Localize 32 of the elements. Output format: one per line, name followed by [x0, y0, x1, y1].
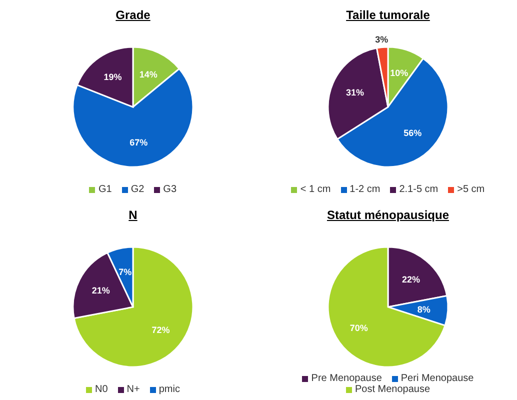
legend-label: pmic — [158, 384, 180, 395]
data-label: 56% — [404, 128, 422, 138]
legend-label: N0 — [94, 384, 108, 395]
legend-label: Post Menopause — [354, 384, 430, 395]
data-label: 14% — [139, 69, 158, 80]
legend-label: G1 — [97, 184, 112, 195]
data-label: 10% — [390, 68, 408, 78]
data-label: 7% — [118, 266, 132, 277]
data-label: 67% — [130, 138, 148, 148]
data-label: 21% — [92, 286, 110, 296]
chart-title: Taille tumorale — [345, 8, 431, 24]
pie-slice — [73, 246, 194, 368]
legend-label: 1-2 cm — [348, 184, 380, 195]
data-label: 70% — [350, 323, 368, 334]
chart-title: Grade — [114, 8, 152, 24]
data-label: 31% — [346, 88, 364, 98]
legend-label: < 1 cm — [299, 184, 331, 195]
data-label: 3% — [375, 34, 388, 44]
legend-label: Peri Menopause — [400, 373, 474, 384]
data-label: 72% — [152, 324, 170, 335]
data-label: 19% — [104, 72, 122, 82]
data-label: 8% — [417, 304, 430, 314]
chart-title: Statut ménopausique — [326, 208, 450, 224]
legend-label: 2.1-5 cm — [398, 184, 438, 195]
data-label: 22% — [402, 274, 420, 284]
legend-label: >5 cm — [456, 184, 485, 195]
legend-label: G2 — [130, 184, 144, 195]
pie-slice — [327, 246, 446, 368]
chart-title: N — [128, 208, 138, 224]
legend-label: N+ — [126, 384, 140, 395]
legend-label: G3 — [162, 184, 177, 195]
legend-label: Pre Menopause — [310, 373, 382, 384]
